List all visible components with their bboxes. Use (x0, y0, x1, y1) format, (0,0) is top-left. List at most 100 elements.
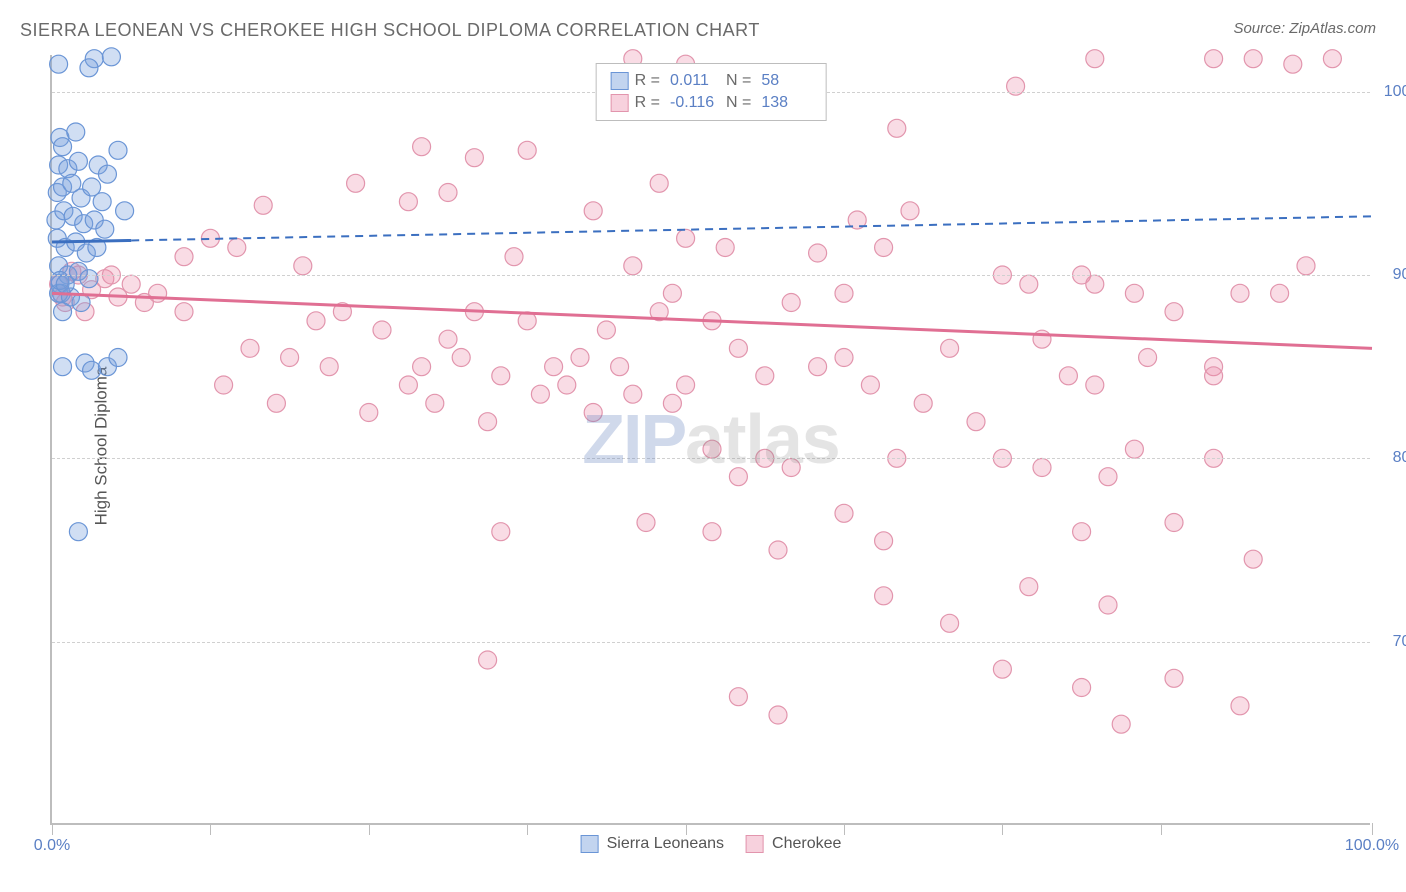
x-tick (210, 823, 211, 835)
scatter-point (703, 440, 721, 458)
scatter-point (769, 706, 787, 724)
scatter-point (1205, 50, 1223, 68)
scatter-point (228, 239, 246, 257)
legend-series: Sierra Leoneans Cherokee (581, 835, 842, 853)
legend-correlation: R =0.011N =58R =-0.116N =138 (596, 63, 827, 121)
legend-label: Cherokee (772, 835, 841, 853)
scatter-point (1205, 367, 1223, 385)
scatter-point (439, 330, 457, 348)
scatter-point (1086, 50, 1104, 68)
trend-line-dashed (131, 216, 1372, 240)
scatter-point (1112, 715, 1130, 733)
scatter-point (149, 284, 167, 302)
scatter-point (479, 413, 497, 431)
scatter-point (729, 688, 747, 706)
gridline (52, 642, 1370, 643)
scatter-point (109, 141, 127, 159)
scatter-point (69, 152, 87, 170)
scatter-point (558, 376, 576, 394)
scatter-point (545, 358, 563, 376)
x-tick (1372, 823, 1373, 835)
scatter-point (54, 303, 72, 321)
scatter-point (479, 651, 497, 669)
scatter-point (835, 504, 853, 522)
scatter-point (1244, 550, 1262, 568)
legend-label: Sierra Leoneans (607, 835, 724, 853)
scatter-point (80, 59, 98, 77)
scatter-point (624, 385, 642, 403)
scatter-point (1244, 50, 1262, 68)
scatter-point (413, 358, 431, 376)
legend-swatch (581, 835, 599, 853)
scatter-point (875, 532, 893, 550)
scatter-point (294, 257, 312, 275)
x-tick (844, 823, 845, 835)
scatter-point (1073, 679, 1091, 697)
x-tick-label: 0.0% (34, 837, 70, 855)
scatter-point (102, 48, 120, 66)
y-tick-label: 100.0% (1384, 83, 1406, 101)
legend-r-value: 0.011 (670, 72, 720, 90)
scatter-point (782, 294, 800, 312)
y-tick-label: 80.0% (1393, 449, 1406, 467)
legend-row: R =0.011N =58 (611, 70, 812, 92)
scatter-point (663, 284, 681, 302)
scatter-point (1059, 367, 1077, 385)
scatter-point (875, 239, 893, 257)
scatter-point (1125, 284, 1143, 302)
y-tick-label: 90.0% (1393, 266, 1406, 284)
scatter-point (67, 123, 85, 141)
scatter-point (624, 257, 642, 275)
scatter-point (452, 349, 470, 367)
legend-r-label: R = (635, 94, 660, 112)
scatter-point (703, 523, 721, 541)
chart-source: Source: ZipAtlas.com (1233, 20, 1376, 37)
scatter-point (505, 248, 523, 266)
scatter-point (465, 149, 483, 167)
scatter-point (835, 349, 853, 367)
scatter-point (597, 321, 615, 339)
scatter-point (875, 587, 893, 605)
scatter-point (80, 270, 98, 288)
x-tick (686, 823, 687, 835)
scatter-point (531, 385, 549, 403)
scatter-point (1099, 468, 1117, 486)
scatter-point (650, 174, 668, 192)
scatter-point (56, 275, 74, 293)
scatter-point (93, 193, 111, 211)
scatter-point (1284, 55, 1302, 73)
scatter-point (320, 358, 338, 376)
scatter-point (756, 367, 774, 385)
scatter-point (901, 202, 919, 220)
scatter-point (267, 394, 285, 412)
scatter-point (967, 413, 985, 431)
legend-n-label: N = (726, 72, 751, 90)
scatter-point (611, 358, 629, 376)
scatter-point (399, 193, 417, 211)
scatter-point (109, 349, 127, 367)
chart-title: SIERRA LEONEAN VS CHEROKEE HIGH SCHOOL D… (20, 20, 760, 41)
scatter-point (54, 138, 72, 156)
scatter-point (809, 244, 827, 262)
scatter-point (835, 284, 853, 302)
scatter-point (413, 138, 431, 156)
scatter-point (1165, 514, 1183, 532)
scatter-point (50, 55, 68, 73)
scatter-point (769, 541, 787, 559)
scatter-point (941, 339, 959, 357)
scatter-point (584, 202, 602, 220)
scatter-point (492, 523, 510, 541)
scatter-point (281, 349, 299, 367)
scatter-point (1020, 578, 1038, 596)
legend-r-value: -0.116 (670, 94, 720, 112)
scatter-point (1139, 349, 1157, 367)
scatter-point (54, 358, 72, 376)
scatter-point (175, 303, 193, 321)
scatter-point (1323, 50, 1341, 68)
scatter-point (993, 660, 1011, 678)
scatter-point (637, 514, 655, 532)
scatter-point (1231, 284, 1249, 302)
scatter-point (809, 358, 827, 376)
scatter-point (716, 239, 734, 257)
scatter-point (941, 614, 959, 632)
